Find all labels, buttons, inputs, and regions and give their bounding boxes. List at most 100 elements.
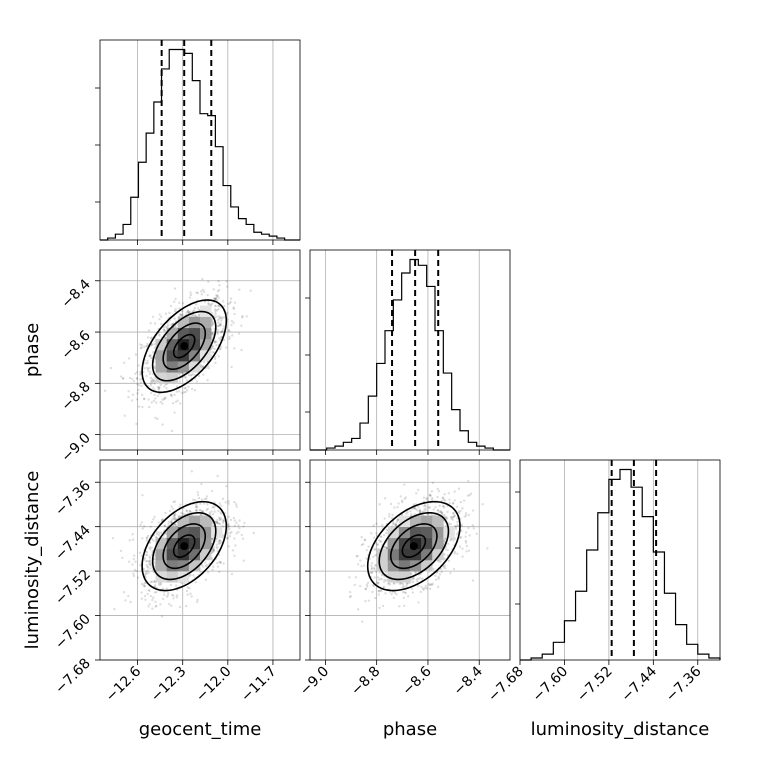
sample-point (464, 541, 468, 544)
sample-point (160, 315, 163, 318)
sample-point (382, 534, 386, 537)
sample-point (218, 317, 221, 321)
sample-point (196, 307, 200, 310)
sample-point (200, 482, 203, 486)
sample-point (140, 384, 143, 387)
sample-point (174, 513, 177, 516)
sample-point (392, 596, 396, 600)
sample-point (209, 303, 213, 306)
density-cell (387, 548, 400, 561)
y-axis-label-luminosity_distance: luminosity_distance (22, 471, 43, 650)
sample-point (151, 350, 155, 354)
sample-point (148, 555, 151, 558)
sample-point (173, 309, 177, 313)
sample-point (199, 513, 203, 517)
sample-point (392, 522, 395, 526)
sample-point (374, 554, 377, 557)
sample-point (127, 395, 130, 399)
sample-point (363, 538, 366, 541)
sample-point (442, 506, 446, 509)
sample-point (162, 397, 166, 401)
contour-level-2 (151, 310, 217, 382)
sample-point (155, 531, 159, 534)
sample-point (429, 494, 432, 498)
sample-point (149, 525, 152, 528)
sample-point (370, 561, 374, 565)
sample-point (164, 336, 167, 339)
sample-point (391, 513, 394, 517)
sample-point (153, 346, 156, 349)
sample-point (213, 339, 216, 343)
sample-point (221, 521, 225, 524)
sample-point (220, 518, 223, 521)
sample-point (173, 500, 177, 503)
sample-point (146, 566, 150, 569)
sample-point (159, 603, 162, 606)
sample-point (219, 517, 222, 520)
sample-point (185, 589, 189, 593)
sample-point (449, 537, 453, 541)
sample-point (457, 510, 460, 513)
sample-point (230, 530, 233, 534)
sample-point (219, 319, 223, 322)
sample-point (213, 347, 216, 351)
sample-point (148, 556, 152, 560)
sample-point (186, 310, 190, 313)
sample-point (388, 583, 392, 586)
sample-point (152, 386, 155, 390)
sample-point (370, 567, 373, 571)
sample-point (375, 522, 378, 525)
sample-point (168, 509, 172, 513)
sample-point (370, 571, 374, 574)
sample-point (395, 520, 399, 524)
sample-point (216, 299, 219, 302)
sample-point (451, 512, 455, 515)
sample-point (174, 518, 177, 521)
sample-point (452, 512, 455, 515)
sample-point (179, 313, 183, 317)
density-cell (421, 515, 433, 527)
sample-point (376, 543, 379, 546)
sample-point (353, 583, 357, 587)
sample-point (218, 542, 221, 546)
sample-point (143, 582, 146, 585)
sample-point (440, 513, 444, 516)
sample-point (472, 527, 475, 530)
sample-point (181, 512, 185, 515)
sample-point (385, 579, 388, 582)
sample-point (230, 319, 234, 323)
sample-point (448, 501, 451, 505)
sample-point (211, 344, 215, 348)
sample-point (160, 322, 163, 326)
sample-point (179, 511, 183, 515)
sample-point (172, 594, 175, 597)
sample-point (200, 365, 203, 368)
sample-point (172, 597, 175, 600)
panel-geocent_time-phase-content (103, 277, 252, 433)
x-tick-label: −8.4 (451, 663, 486, 698)
sample-point (471, 579, 475, 582)
sample-point (157, 531, 161, 534)
sample-point (122, 377, 125, 380)
panel-geocent_time-luminosity_distance-content (111, 470, 255, 618)
sample-point (201, 510, 204, 513)
sample-point (218, 560, 221, 564)
sample-point (439, 567, 443, 571)
sample-point (154, 416, 157, 420)
sample-point (211, 523, 214, 526)
sample-point (197, 496, 201, 500)
sample-point (131, 393, 135, 396)
sample-point (237, 524, 240, 527)
sample-point (190, 373, 193, 377)
sample-point (149, 321, 152, 325)
sample-point (170, 518, 174, 521)
sample-point (130, 377, 134, 381)
sample-point (203, 497, 207, 501)
sample-point (421, 577, 424, 580)
sample-point (229, 297, 233, 300)
sample-point (206, 507, 210, 511)
sample-point (380, 535, 383, 539)
sample-point (166, 325, 169, 328)
sample-point (449, 523, 452, 526)
sample-point (218, 324, 222, 327)
